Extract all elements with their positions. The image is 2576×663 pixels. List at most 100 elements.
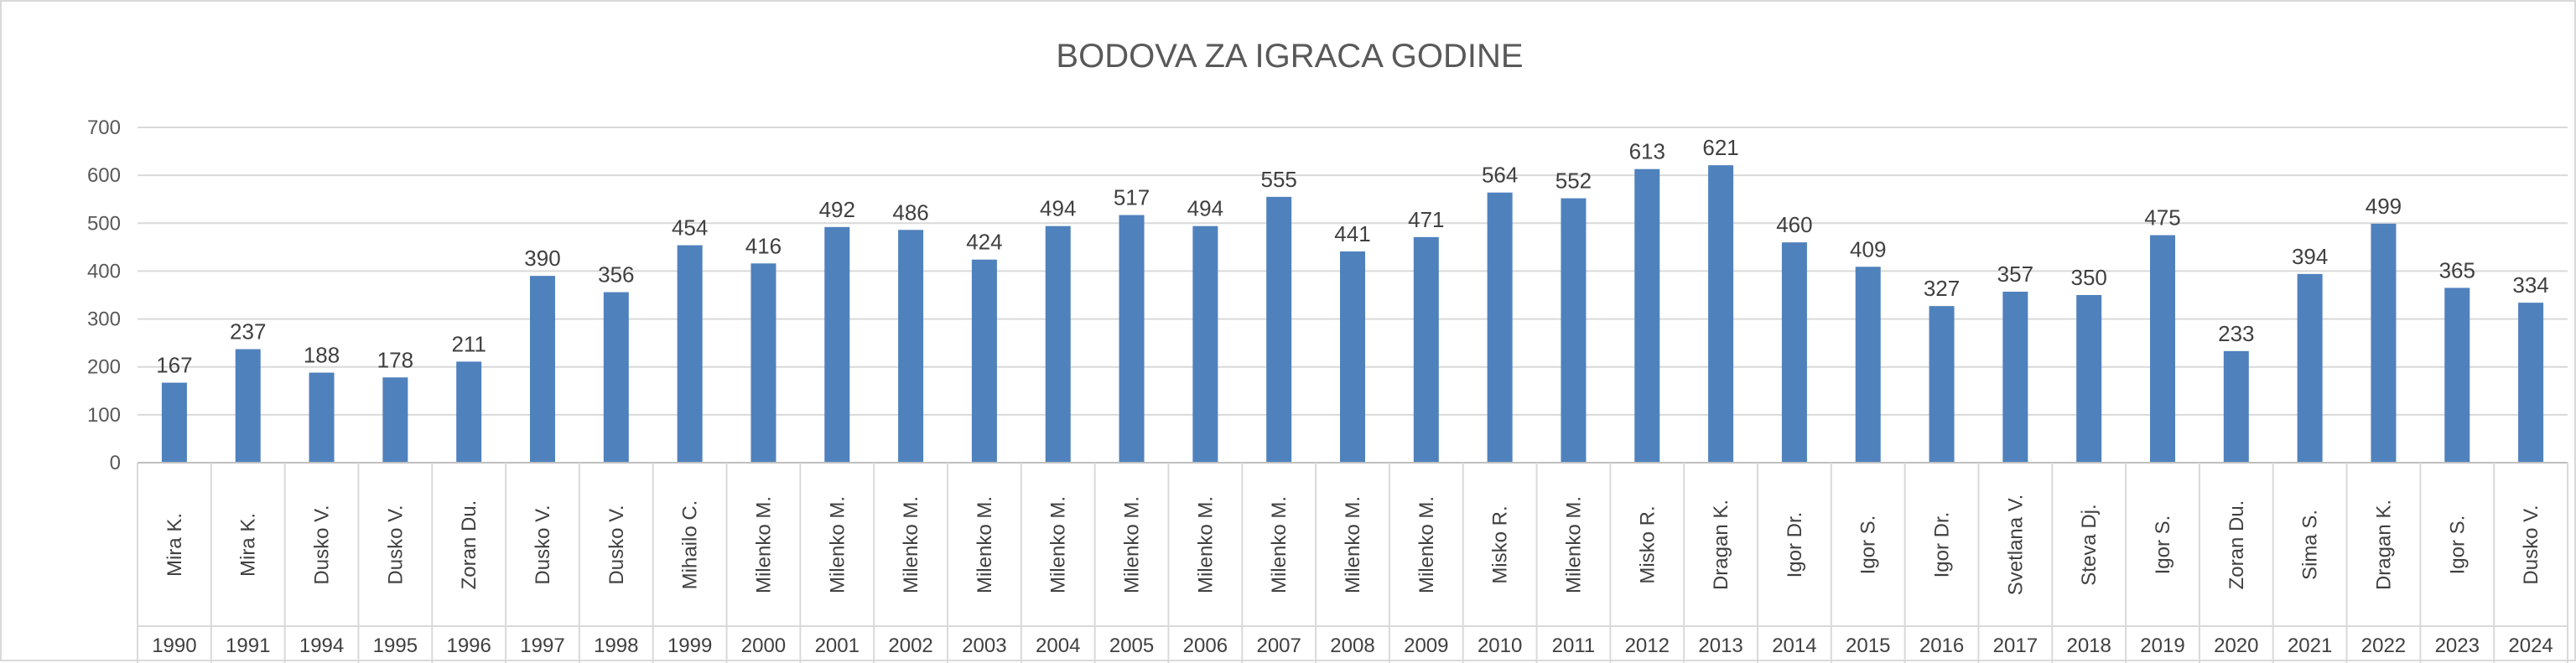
chart-title: BODOVA ZA IGRACA GODINE xyxy=(1056,38,1523,75)
data-label: 188 xyxy=(304,343,340,368)
bar xyxy=(2297,273,2323,463)
bar xyxy=(2150,235,2175,463)
x-category-year: 2002 xyxy=(888,635,932,657)
y-axis-ticks: 0 100 200 300 400 500 600 700 xyxy=(87,117,121,474)
bar xyxy=(456,361,482,463)
x-category-year: 2019 xyxy=(2140,635,2184,657)
x-category-year: 2016 xyxy=(1919,635,1964,657)
y-tick-label: 200 xyxy=(87,356,121,379)
y-tick-label: 100 xyxy=(87,404,121,427)
data-label: 167 xyxy=(156,353,192,378)
y-tick-label: 500 xyxy=(87,212,121,235)
x-category-year: 1999 xyxy=(667,635,712,657)
data-label: 475 xyxy=(2144,205,2180,230)
x-category-name: Milenko M. xyxy=(974,496,996,593)
x-category-year: 2022 xyxy=(2361,635,2406,657)
x-category-name: Milenko M. xyxy=(1121,496,1144,593)
x-category-name: Misko R. xyxy=(1489,505,1512,583)
bar xyxy=(2223,350,2249,463)
data-label: 334 xyxy=(2512,272,2548,298)
x-category-name: Misko R. xyxy=(1636,505,1659,583)
bar xyxy=(1487,192,1513,463)
x-category-name: Steva Dj. xyxy=(2078,504,2101,585)
bar xyxy=(1634,168,1660,463)
x-category-year: 1996 xyxy=(446,635,491,657)
x-category-year: 2003 xyxy=(962,635,1006,657)
x-category-name: Igor Dr. xyxy=(1784,512,1806,578)
x-category-name: Milenko M. xyxy=(1415,496,1438,593)
x-category-name: Milenko M. xyxy=(900,496,922,593)
x-category-year: 2024 xyxy=(2508,635,2553,657)
x-category-name: Dusko V. xyxy=(311,505,334,584)
x-axis: Mira K. 1990 Mira K. 1991 Dusko V. 1994 Dusko … xyxy=(137,462,2568,663)
x-category-year: 2009 xyxy=(1404,635,1448,657)
x-category-year: 2015 xyxy=(1846,635,1890,657)
data-label: 499 xyxy=(2366,194,2402,219)
x-category-name: Mira K. xyxy=(237,513,260,577)
x-category-name: Zoran Du. xyxy=(2225,500,2248,590)
data-label: 424 xyxy=(966,230,1002,255)
bar xyxy=(2444,287,2470,463)
bars xyxy=(161,165,2544,464)
x-category-year: 1991 xyxy=(226,635,270,657)
data-label: 390 xyxy=(524,246,560,271)
x-category-name: Mihailo C. xyxy=(679,500,702,590)
x-category-name: Dusko V. xyxy=(532,505,554,584)
x-category-year: 2023 xyxy=(2435,635,2480,657)
x-category-name: Igor S. xyxy=(2446,515,2469,575)
data-label: 441 xyxy=(1334,221,1370,246)
x-category-year: 2004 xyxy=(1036,635,1080,657)
x-category-name: Igor Dr. xyxy=(1931,512,1954,578)
x-category-name: Igor S. xyxy=(1857,515,1880,575)
x-category-year: 2017 xyxy=(1993,635,2038,657)
data-label: 394 xyxy=(2292,244,2328,269)
data-label: 237 xyxy=(230,319,266,344)
x-category-year: 2007 xyxy=(1256,635,1301,657)
bar xyxy=(898,230,924,463)
x-category-name: Milenko M. xyxy=(1562,496,1585,593)
x-category-name: Milenko M. xyxy=(826,496,849,593)
data-label: 416 xyxy=(745,233,782,258)
data-label: 233 xyxy=(2218,321,2254,346)
x-category-name: Milenko M. xyxy=(1342,496,1364,593)
data-label: 211 xyxy=(451,331,486,356)
x-category-year: 2011 xyxy=(1552,635,1596,657)
data-label: 471 xyxy=(1408,207,1444,232)
x-category-name: Milenko M. xyxy=(1194,496,1217,593)
x-category-name: Mira K. xyxy=(164,513,186,577)
bar xyxy=(382,377,408,463)
x-category-year: 1995 xyxy=(373,635,418,657)
x-category-year: 1994 xyxy=(299,635,344,657)
x-category-year: 1990 xyxy=(152,635,196,657)
y-tick-label: 300 xyxy=(87,308,121,331)
data-label: 350 xyxy=(2070,265,2106,290)
y-tick-label: 600 xyxy=(87,164,121,187)
x-category-year: 2012 xyxy=(1625,635,1670,657)
data-label: 365 xyxy=(2439,257,2475,282)
y-tick-label: 0 xyxy=(110,452,121,474)
bar xyxy=(2002,292,2028,463)
x-category-year: 2018 xyxy=(2066,635,2111,657)
x-category-name: Milenko M. xyxy=(1268,496,1291,593)
x-category-name: Svetlana V. xyxy=(2004,495,2027,596)
x-category-year: 1998 xyxy=(594,635,638,657)
x-category-year: 2006 xyxy=(1183,635,1228,657)
bar xyxy=(1561,198,1587,464)
data-label: 494 xyxy=(1187,196,1223,221)
bar xyxy=(2518,303,2544,463)
bar xyxy=(1855,267,1881,463)
x-category-year: 2010 xyxy=(1478,635,1522,657)
bar xyxy=(1340,251,1365,463)
bar xyxy=(1413,236,1439,463)
bar xyxy=(161,382,187,463)
x-category-name: Igor S. xyxy=(2152,515,2174,575)
data-label: 555 xyxy=(1260,167,1296,192)
bar xyxy=(824,226,850,463)
x-category-name: Dusko V. xyxy=(2520,505,2542,584)
bar xyxy=(1708,165,1734,463)
x-category-year: 2013 xyxy=(1698,635,1742,657)
x-category-year: 2021 xyxy=(2288,635,2332,657)
bar xyxy=(2076,295,2102,463)
